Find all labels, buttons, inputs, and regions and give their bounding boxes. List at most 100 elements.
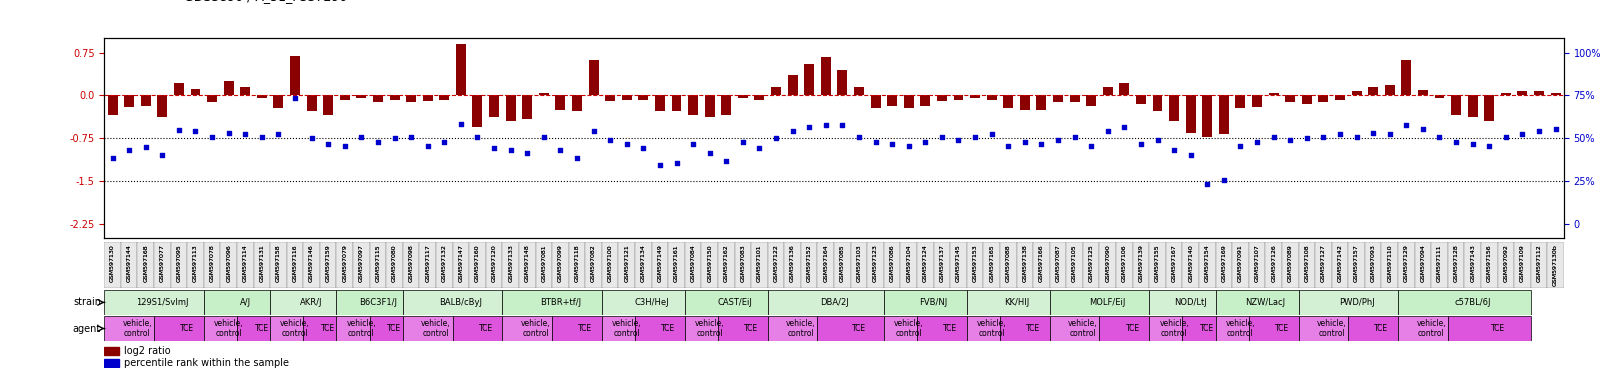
Text: GSM597157: GSM597157 (1354, 244, 1359, 282)
Bar (967, 290, 1049, 315)
Point (847, 134, 873, 140)
Text: GSM597092: GSM597092 (1503, 244, 1508, 282)
Text: GSM597110: GSM597110 (1387, 244, 1392, 282)
Text: GSM597148: GSM597148 (525, 244, 529, 282)
Point (398, 134, 423, 140)
Text: log2 ratio: log2 ratio (124, 346, 170, 356)
Text: GSM597103: GSM597103 (857, 244, 861, 282)
Text: GSM597122: GSM597122 (773, 244, 778, 282)
Text: GSM597133: GSM597133 (508, 244, 513, 282)
Text: GSM597167: GSM597167 (1171, 244, 1177, 282)
Bar (1285, 96, 1294, 102)
Bar (337, 290, 403, 315)
Text: GSM597143: GSM597143 (1471, 244, 1476, 282)
Bar (536, 242, 552, 288)
Bar (452, 242, 468, 288)
Point (1394, 122, 1420, 128)
Text: TCE: TCE (478, 324, 492, 333)
Point (565, 155, 590, 161)
Text: GSM597082: GSM597082 (590, 244, 597, 282)
Text: GSM597133: GSM597133 (508, 244, 513, 282)
Bar (1415, 242, 1431, 288)
Bar (834, 242, 850, 288)
Point (531, 134, 557, 140)
Text: strain: strain (72, 297, 101, 308)
Bar (1480, 242, 1498, 288)
Text: GSM597112: GSM597112 (1537, 244, 1541, 282)
Point (1128, 141, 1153, 147)
Bar (1402, 60, 1412, 96)
Text: GSM597144: GSM597144 (127, 244, 132, 282)
Text: GSM597140: GSM597140 (1189, 244, 1193, 282)
Bar (419, 242, 436, 288)
Text: GSM597131: GSM597131 (260, 244, 265, 282)
Text: GSM597087: GSM597087 (1055, 244, 1060, 282)
Text: TCE: TCE (1027, 324, 1039, 333)
Text: TCE: TCE (661, 324, 675, 333)
Text: GSM597134: GSM597134 (642, 244, 646, 282)
Bar (1501, 93, 1511, 96)
Text: GSM597149: GSM597149 (658, 244, 662, 282)
Text: GSM597136: GSM597136 (791, 244, 796, 282)
Point (415, 142, 441, 149)
Text: vehicle,
control: vehicle, control (1068, 319, 1097, 338)
Point (714, 158, 739, 164)
Text: GSM597150: GSM597150 (707, 244, 712, 282)
Bar (1399, 242, 1415, 288)
Bar (573, 96, 582, 111)
Bar (204, 290, 269, 315)
Bar (1468, 96, 1477, 117)
Point (913, 139, 938, 145)
Bar (1368, 87, 1378, 96)
Text: TCE: TCE (321, 324, 335, 333)
Point (696, 149, 722, 156)
Text: GSM597097: GSM597097 (359, 244, 364, 282)
Bar (104, 290, 204, 315)
Bar (622, 96, 632, 100)
Bar (1331, 242, 1349, 288)
Bar (1484, 96, 1495, 121)
Text: GSM597129: GSM597129 (1404, 244, 1408, 282)
Text: GSM597082: GSM597082 (590, 244, 597, 282)
Bar (818, 242, 834, 288)
Text: GSM597103: GSM597103 (857, 244, 861, 282)
Text: GSM597116: GSM597116 (292, 244, 297, 282)
Bar (306, 96, 316, 111)
Text: GSM597150: GSM597150 (707, 244, 712, 282)
Point (630, 145, 656, 151)
Point (1460, 141, 1485, 147)
Point (1360, 129, 1386, 136)
Point (183, 128, 209, 134)
Bar (439, 96, 449, 100)
Bar (188, 242, 204, 288)
Text: GSM597168: GSM597168 (143, 244, 148, 282)
Bar (356, 96, 366, 98)
Text: TCE: TCE (255, 324, 269, 333)
Point (1096, 128, 1121, 134)
Text: GSM597115: GSM597115 (375, 244, 380, 282)
Point (348, 134, 374, 140)
Text: GSM597117: GSM597117 (425, 244, 430, 282)
Point (614, 141, 640, 147)
Bar (1148, 316, 1182, 341)
Bar (369, 316, 403, 341)
Point (233, 131, 258, 137)
Text: GSM597081: GSM597081 (541, 244, 547, 282)
Text: GSM597101: GSM597101 (757, 244, 762, 282)
Bar (903, 96, 914, 108)
Text: GSM597117: GSM597117 (425, 244, 430, 282)
Text: GSM597094: GSM597094 (1421, 244, 1426, 282)
Point (1012, 139, 1038, 145)
Bar (1099, 242, 1116, 288)
Text: GSM597111: GSM597111 (1437, 244, 1442, 282)
Text: GSM597118: GSM597118 (574, 244, 579, 282)
Bar (754, 96, 765, 100)
Point (1161, 147, 1187, 153)
Point (1426, 134, 1452, 140)
Text: GSM597090: GSM597090 (1105, 244, 1110, 282)
Bar (1282, 242, 1299, 288)
Text: AKR/J: AKR/J (300, 298, 322, 307)
Point (167, 127, 192, 133)
Bar (868, 242, 884, 288)
Bar (821, 57, 831, 96)
